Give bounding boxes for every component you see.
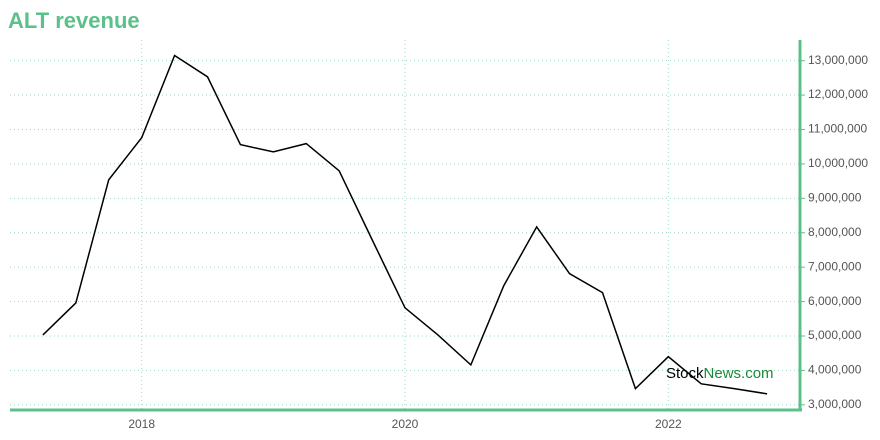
chart-title: ALT revenue xyxy=(8,8,140,33)
y-tick-label: 3,000,000 xyxy=(808,397,862,411)
y-tick-label: 9,000,000 xyxy=(808,190,862,204)
y-tick-label: 10,000,000 xyxy=(808,156,868,170)
x-tick-label: 2020 xyxy=(392,417,419,431)
watermark-suffix: News.com xyxy=(704,365,774,382)
y-tick-label: 6,000,000 xyxy=(808,294,862,308)
y-tick-label: 12,000,000 xyxy=(808,87,868,101)
x-tick-label: 2022 xyxy=(655,417,682,431)
y-tick-label: 11,000,000 xyxy=(808,122,867,136)
watermark: StockNews.com xyxy=(666,365,774,382)
x-tick-label: 2018 xyxy=(128,417,155,431)
y-tick-label: 5,000,000 xyxy=(808,328,862,342)
watermark-brand: Stock xyxy=(666,365,704,382)
y-tick-label: 7,000,000 xyxy=(808,259,862,273)
series-line xyxy=(42,54,768,395)
y-tick-label: 13,000,000 xyxy=(808,53,868,67)
y-tick-label: 8,000,000 xyxy=(808,225,862,239)
y-tick-label: 4,000,000 xyxy=(808,363,862,377)
